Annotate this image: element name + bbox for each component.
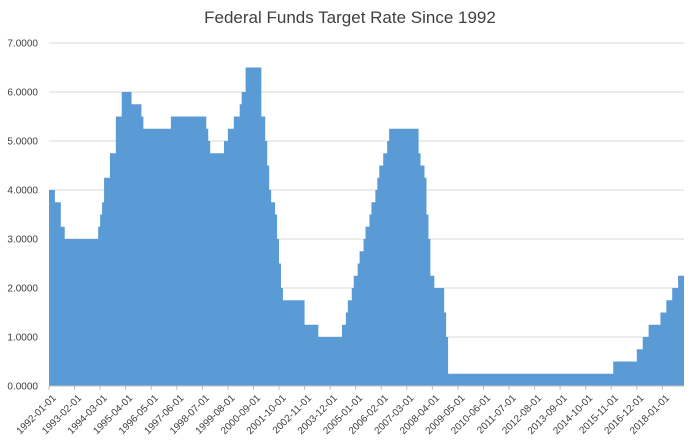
rate-area <box>49 67 684 386</box>
y-tick-label: 5.0000 <box>7 137 38 148</box>
y-axis-tick-labels: 0.0000 1.0000 2.0000 3.0000 4.0000 5.0000 6.00… <box>7 39 38 393</box>
y-tick-label: 0.0000 <box>7 382 38 393</box>
y-tick-label: 2.0000 <box>7 284 38 295</box>
chart-title: Federal Funds Target Rate Since 1992 <box>204 8 496 27</box>
x-axis-tick-labels: 1992-01-011993-02-011994-03-011995-04-01… <box>15 386 672 437</box>
y-tick-label: 6.0000 <box>7 88 38 99</box>
y-tick-label: 4.0000 <box>7 186 38 197</box>
y-tick-label: 3.0000 <box>7 235 38 246</box>
y-tick-label: 7.0000 <box>7 39 38 50</box>
y-tick-label: 1.0000 <box>7 333 38 344</box>
